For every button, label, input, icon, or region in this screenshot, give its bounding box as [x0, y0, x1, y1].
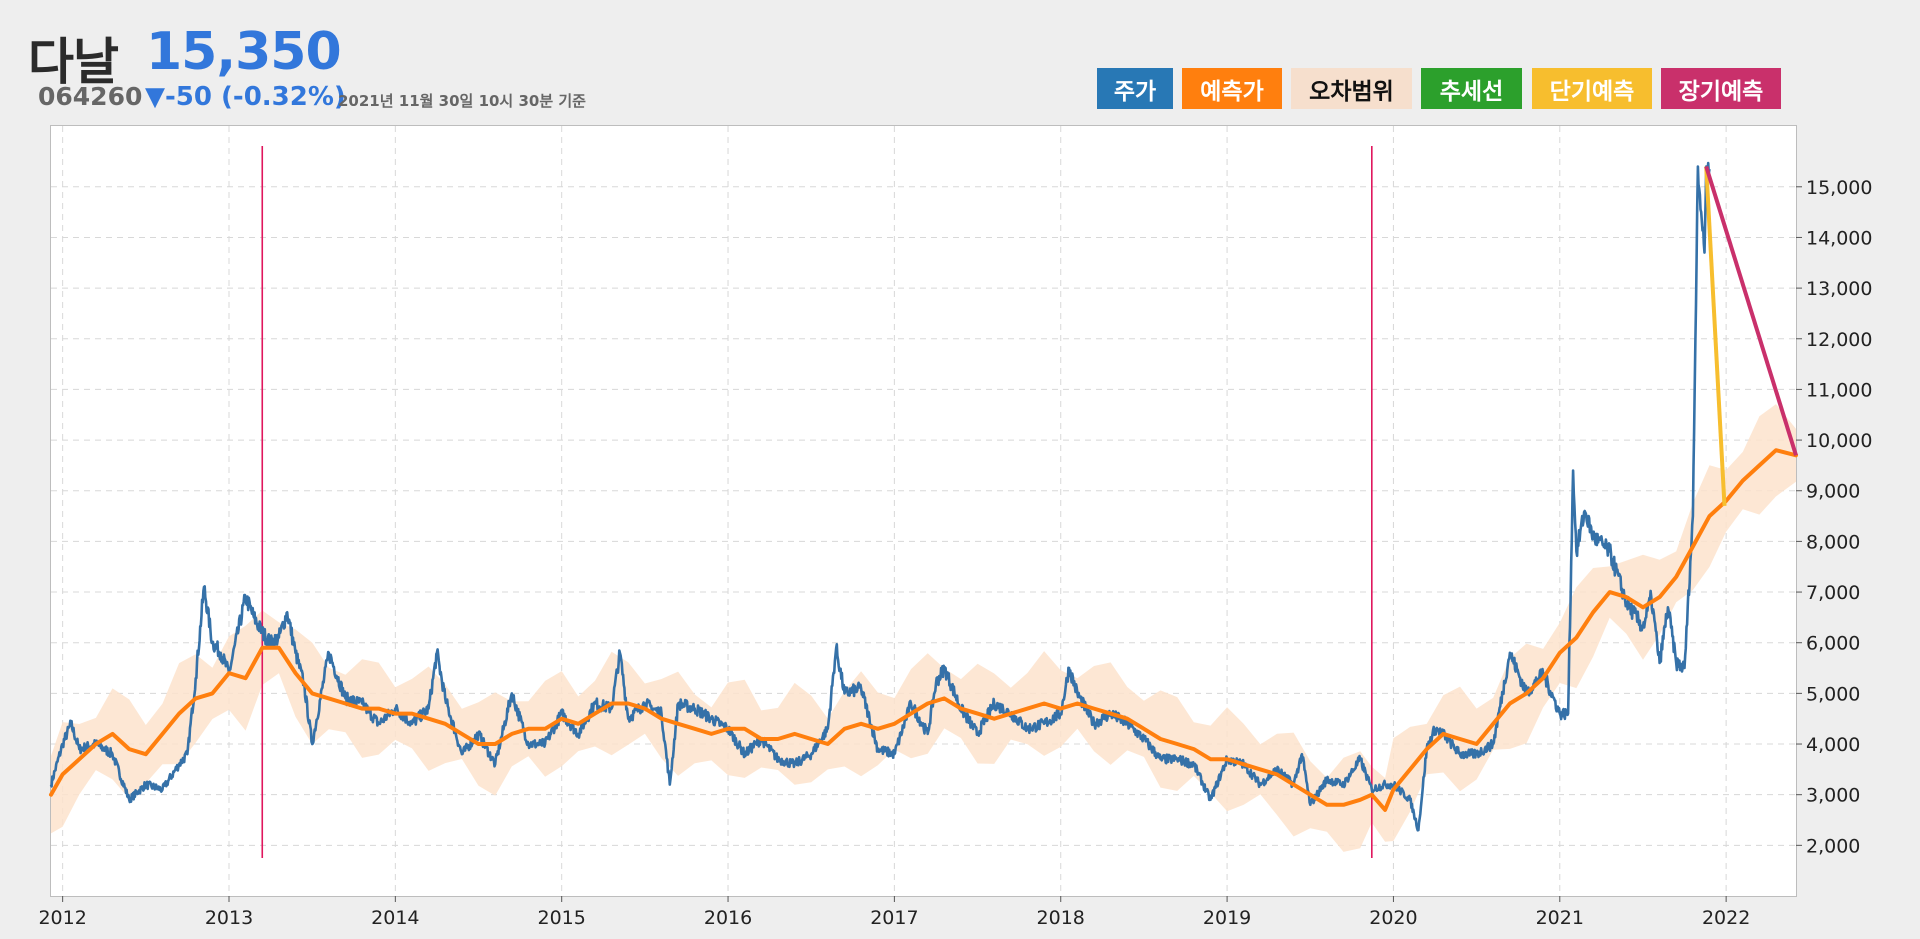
y-tick-label: 14,000	[1806, 227, 1872, 249]
legend-trend-button[interactable]: 추세선	[1421, 68, 1522, 109]
y-tick-label: 11,000	[1806, 379, 1872, 401]
x-tick-label: 2015	[538, 907, 586, 929]
plot-area	[50, 125, 1797, 897]
x-tick-label: 2012	[38, 907, 86, 929]
grid-layer	[51, 126, 1796, 896]
error-range-band	[51, 404, 1796, 852]
y-tick-label: 15,000	[1806, 177, 1872, 199]
stock-price: 15,350	[146, 22, 342, 82]
x-tick-label: 2013	[205, 907, 253, 929]
x-tick-label: 2022	[1702, 907, 1750, 929]
legend-short-term-button[interactable]: 단기예측	[1532, 68, 1652, 109]
x-tick-label: 2016	[704, 907, 752, 929]
legend-long-term-button[interactable]: 장기예측	[1661, 68, 1781, 109]
y-tick-label: 5,000	[1806, 683, 1860, 705]
y-tick-label: 12,000	[1806, 329, 1872, 351]
y-tick-label: 9,000	[1806, 481, 1860, 503]
legend-price-button[interactable]: 주가	[1097, 68, 1173, 109]
x-tick-label: 2018	[1037, 907, 1085, 929]
x-tick-label: 2019	[1203, 907, 1251, 929]
x-axis-ticks: 2012 2013 2014 2015 2016 2017 2018 2019 2020 2021…	[38, 896, 1750, 929]
y-tick-label: 10,000	[1806, 430, 1872, 452]
stock-code: 064260	[38, 82, 143, 111]
long-term-forecast-line	[1704, 165, 1798, 456]
y-tick-label: 8,000	[1806, 531, 1860, 553]
legend-error-range-button[interactable]: 오차범위	[1291, 68, 1412, 109]
event-line-layer	[261, 146, 1373, 858]
series-layer	[49, 161, 1798, 832]
as-of-timestamp: 2021년 11월 30일 10시 30분 기준	[338, 92, 586, 110]
y-tick-label: 3,000	[1806, 785, 1860, 807]
x-tick-label: 2020	[1369, 907, 1417, 929]
price-change: ▼-50 (-0.32%)	[145, 82, 346, 112]
stock-name: 다날	[28, 33, 119, 91]
x-tick-label: 2017	[870, 907, 918, 929]
y-tick-label: 6,000	[1806, 633, 1860, 655]
y-tick-label: 4,000	[1806, 734, 1860, 756]
price-line	[49, 161, 1711, 832]
x-tick-label: 2014	[371, 907, 419, 929]
y-axis-ticks: 2,000 3,000 4,000 5,000 6,000 7,000 8,000 9,000…	[1796, 177, 1872, 857]
short-term-forecast-line	[1704, 166, 1727, 507]
error-band-layer	[51, 404, 1796, 852]
y-tick-label: 2,000	[1806, 835, 1860, 857]
y-tick-label: 7,000	[1806, 582, 1860, 604]
legend-predicted-button[interactable]: 예측가	[1182, 68, 1282, 109]
y-tick-label: 13,000	[1806, 278, 1872, 300]
x-tick-label: 2021	[1536, 907, 1584, 929]
predicted-line	[49, 448, 1798, 812]
